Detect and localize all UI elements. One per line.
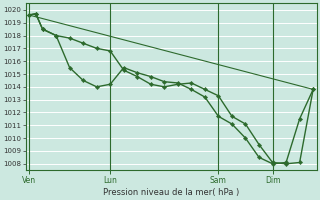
X-axis label: Pression niveau de la mer( hPa ): Pression niveau de la mer( hPa ) xyxy=(103,188,239,197)
